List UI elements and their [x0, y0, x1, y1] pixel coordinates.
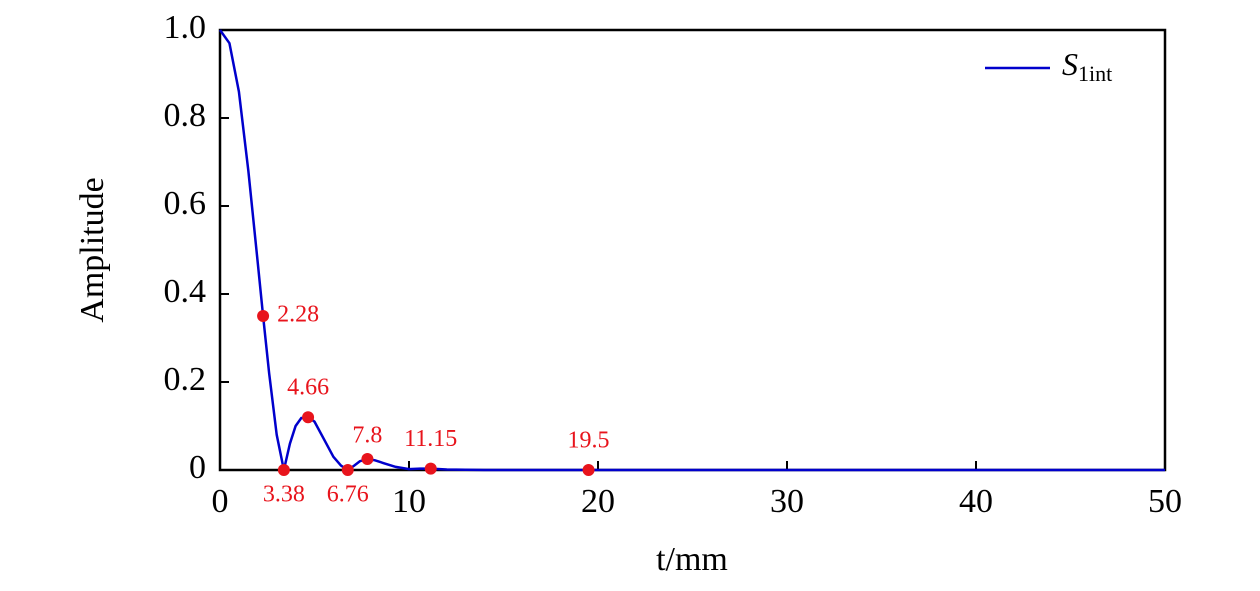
- marker-point: [277, 464, 290, 476]
- marker-label: 2.28: [277, 302, 319, 328]
- y-tick-label: 0.4: [164, 273, 207, 310]
- marker-label: 19.5: [568, 428, 610, 454]
- y-tick-label: 0: [189, 449, 206, 486]
- legend-label: S1int: [1062, 46, 1112, 86]
- legend-subscript: 1int: [1078, 61, 1112, 86]
- marker-point: [341, 464, 354, 476]
- marker-point: [361, 453, 374, 465]
- marker-label: 3.38: [263, 482, 305, 508]
- x-tick-label: 40: [959, 483, 993, 520]
- y-axis-label: Amplitude: [74, 177, 111, 322]
- marker-point: [424, 462, 437, 475]
- y-tick-label: 0.6: [164, 185, 207, 222]
- legend-name: S: [1062, 46, 1078, 82]
- x-tick-label: 30: [770, 483, 804, 520]
- marker-label: 6.76: [327, 482, 369, 508]
- x-tick-label: 20: [581, 483, 615, 520]
- x-tick-label: 10: [392, 483, 426, 520]
- marker-point: [302, 411, 315, 424]
- x-tick-label: 0: [212, 483, 229, 520]
- marker-point: [257, 310, 270, 322]
- marker-label: 7.8: [352, 423, 382, 449]
- x-axis-label: t/mm: [656, 541, 728, 578]
- data-line: [218, 29, 1165, 472]
- y-tick-label: 0.8: [164, 97, 207, 134]
- x-tick-label: 50: [1148, 483, 1182, 520]
- marker-label: 11.15: [404, 426, 457, 452]
- plot-frame: [218, 28, 1167, 472]
- marker-point: [582, 464, 595, 476]
- y-tick-label: 1.0: [164, 9, 207, 46]
- marker-label: 4.66: [287, 375, 329, 401]
- y-tick-label: 0.2: [164, 361, 207, 398]
